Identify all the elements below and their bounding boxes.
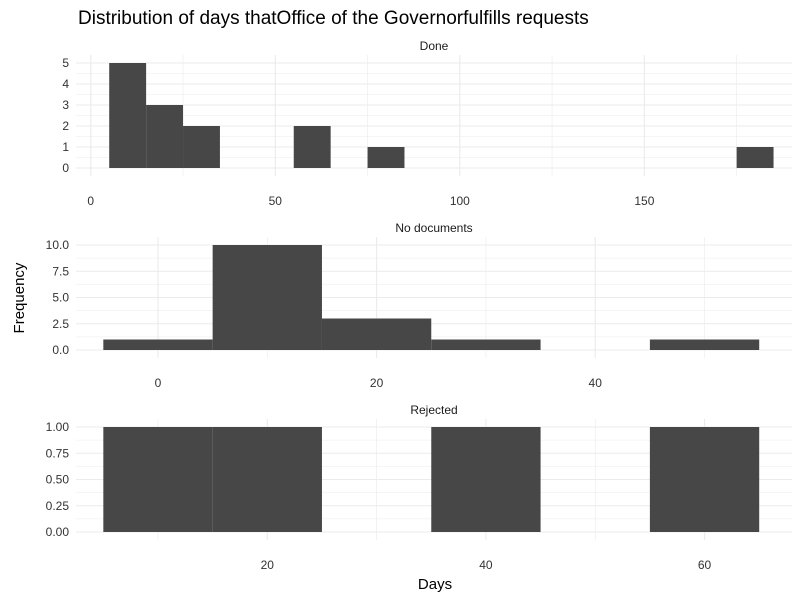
x-axis-title: Days: [418, 576, 452, 593]
histogram-bar: [431, 339, 541, 350]
histogram-bar: [212, 427, 322, 532]
histogram-bar: [649, 427, 760, 532]
y-tick-label: 0.50: [46, 473, 70, 487]
histogram-bar: [103, 339, 213, 350]
facet-panel-1: No documents 0.0 2.5 5.0 7.5 10.0 0 20 40: [46, 221, 792, 390]
y-tick-label: 10.0: [46, 238, 70, 252]
x-tick-label: 20: [261, 558, 275, 572]
x-tick-label: 0: [155, 376, 162, 390]
x-tick-label: 60: [698, 558, 712, 572]
x-tick-label: 40: [589, 376, 603, 390]
histogram-bar: [431, 427, 541, 532]
facet-strip-label: No documents: [395, 221, 472, 235]
y-tick-label: 4: [62, 77, 69, 91]
facet-panel-2: Rejected 0.00 0.25 0.50 0.75 1.00 20 40 60: [46, 403, 792, 572]
histogram-bar: [736, 147, 774, 168]
y-axis-title: Frequency: [11, 262, 28, 333]
facet-strip-label: Rejected: [410, 403, 457, 417]
y-tick-label: 0: [62, 161, 69, 175]
histogram-bar: [293, 126, 331, 168]
histogram-bar: [367, 147, 405, 168]
y-tick-label: 0.0: [52, 343, 69, 357]
y-tick-label: 2: [62, 119, 69, 133]
x-tick-label: 20: [370, 376, 384, 390]
facet-strip-label: Done: [420, 39, 449, 53]
histogram-bar: [321, 318, 432, 350]
histogram-bar: [109, 63, 147, 168]
y-tick-label: 1.00: [46, 420, 70, 434]
x-tick-label: 50: [269, 194, 283, 208]
y-tick-label: 0.25: [46, 499, 70, 513]
chart-title: Distribution of days thatOffice of the G…: [78, 8, 589, 29]
y-tick-label: 0.00: [46, 525, 70, 539]
x-tick-label: 40: [479, 558, 493, 572]
x-tick-label: 150: [634, 194, 654, 208]
histogram-bar: [103, 427, 213, 532]
y-tick-label: 5: [62, 56, 69, 70]
histogram-bar: [183, 126, 220, 168]
y-tick-label: 1: [62, 140, 69, 154]
histogram-bar: [212, 245, 322, 350]
y-tick-label: 7.5: [52, 264, 69, 278]
x-tick-label: 0: [87, 194, 94, 208]
y-tick-label: 5.0: [52, 291, 69, 305]
x-tick-label: 100: [450, 194, 470, 208]
histogram-bar: [146, 105, 184, 168]
y-tick-label: 3: [62, 98, 69, 112]
y-tick-label: 0.75: [46, 446, 70, 460]
histogram-bar: [649, 339, 760, 350]
y-tick-label: 2.5: [52, 317, 69, 331]
